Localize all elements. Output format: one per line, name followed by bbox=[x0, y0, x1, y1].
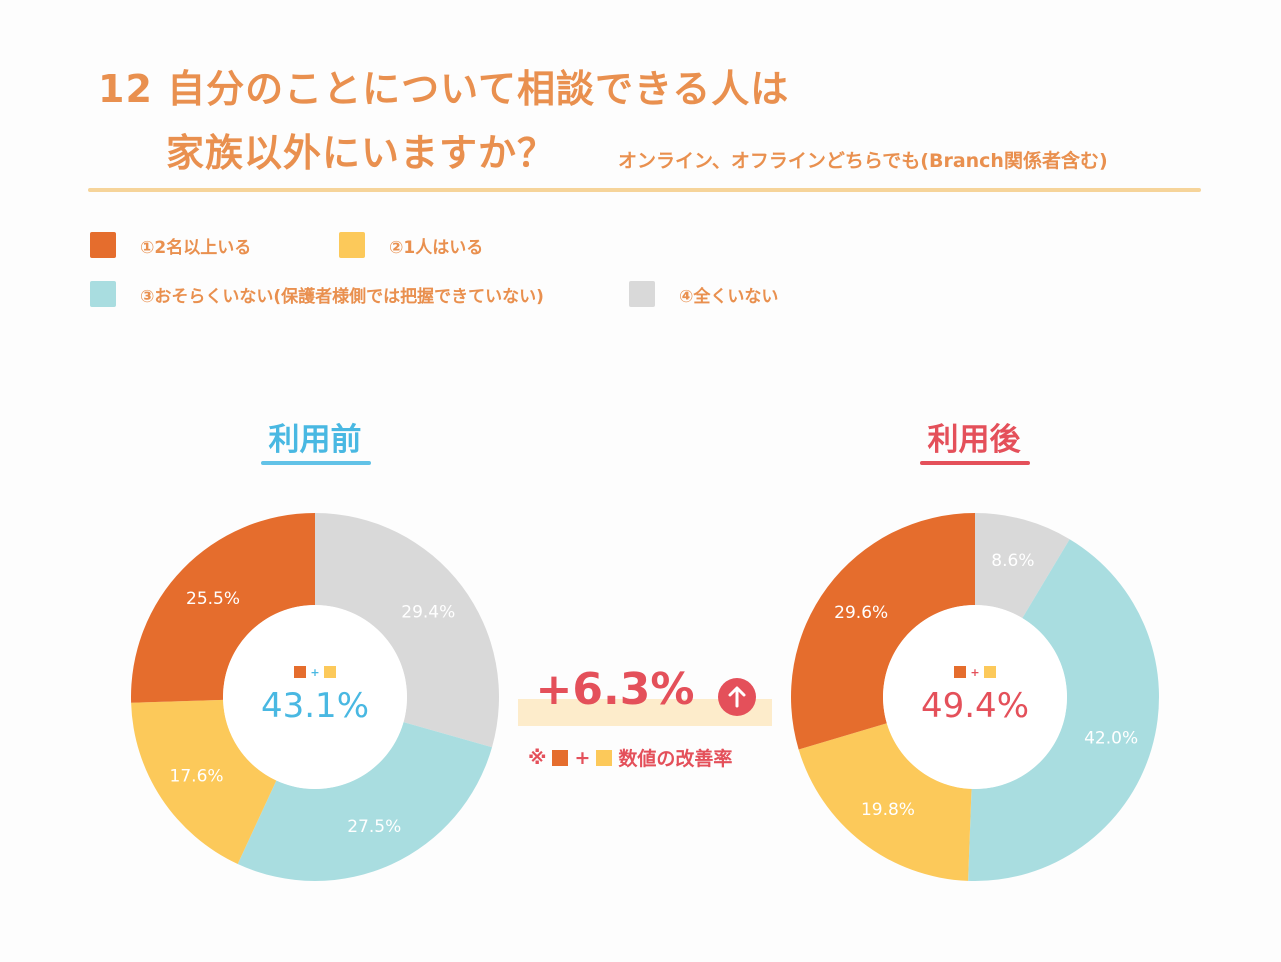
before-data-label-probably-none: 27.5% bbox=[347, 817, 401, 837]
after-slice-one bbox=[798, 723, 972, 881]
after-slice-probably-none bbox=[968, 539, 1159, 881]
legend-swatch-yellow bbox=[339, 232, 365, 258]
before-slice-two-or-more bbox=[131, 513, 315, 703]
after-data-label-two-or-more: 29.6% bbox=[834, 603, 888, 623]
after-slice-two-or-more bbox=[791, 513, 975, 750]
yellow-square-icon bbox=[596, 749, 613, 766]
before-slice-probably-none bbox=[237, 722, 493, 881]
donut-chart-before: 29.4% 27.5% 17.6% 25.5% bbox=[131, 513, 499, 881]
donut-chart-after: 8.6% 42.0% 19.8% 29.6% bbox=[791, 513, 1159, 881]
center-key: + bbox=[225, 664, 405, 680]
yellow-square-icon bbox=[323, 666, 336, 678]
before-panel-title: 利用前 bbox=[268, 422, 362, 458]
after-donut-hole bbox=[883, 605, 1067, 789]
after-data-label-one: 19.8% bbox=[861, 800, 915, 820]
header-divider bbox=[88, 188, 1201, 192]
after-title-underline bbox=[920, 461, 1030, 465]
page-title-line-2: 家族以外にいますか？ bbox=[166, 131, 557, 175]
legend-item-one: ②1人はいる bbox=[339, 232, 483, 258]
legend-label: ③おそらくいない(保護者様側では把握できていない) bbox=[140, 286, 544, 307]
after-panel-title: 利用後 bbox=[927, 422, 1021, 458]
before-data-label-one: 17.6% bbox=[170, 766, 224, 786]
legend-label: ②1人はいる bbox=[389, 237, 484, 258]
center-key: + bbox=[885, 664, 1065, 680]
orange-square-icon bbox=[294, 666, 307, 678]
before-title-underline bbox=[261, 461, 371, 465]
note-prefix: ※ bbox=[528, 746, 547, 769]
yellow-square-icon bbox=[983, 666, 996, 678]
before-data-label-two-or-more: 25.5% bbox=[186, 589, 240, 609]
note-plus: + bbox=[574, 746, 591, 769]
after-data-label-probably-none: 42.0% bbox=[1084, 728, 1138, 748]
before-center-value: 43.1% bbox=[260, 686, 369, 726]
before-donut-hole bbox=[223, 605, 407, 789]
legend-swatch-teal bbox=[90, 281, 116, 307]
arrow-up-icon bbox=[718, 678, 756, 716]
page-title-line-1: 12 自分のことについて相談できる人は bbox=[98, 67, 790, 111]
legend-item-probably-none: ③おそらくいない(保護者様側では把握できていない) bbox=[90, 281, 544, 307]
plus-sign: + bbox=[310, 665, 320, 679]
after-center-label: + 49.4% bbox=[885, 664, 1065, 727]
note-text: 数値の改善率 bbox=[618, 748, 733, 770]
legend-item-two-or-more: ①2名以上いる bbox=[90, 232, 251, 258]
plus-sign: + bbox=[970, 665, 980, 679]
orange-square-icon bbox=[552, 749, 569, 766]
legend-item-none: ④全くいない bbox=[629, 281, 778, 307]
before-slice-none bbox=[315, 513, 499, 748]
before-slice-one bbox=[131, 699, 277, 864]
page-subtitle: オンライン、オフラインどちらでも(Branch関係者含む) bbox=[618, 150, 1108, 172]
after-slice-none bbox=[975, 513, 1070, 619]
improvement-note: ※ + 数値の改善率 bbox=[528, 744, 732, 771]
legend-swatch-gray bbox=[629, 281, 655, 307]
after-data-label-none: 8.6% bbox=[991, 551, 1034, 571]
legend-label: ①2名以上いる bbox=[140, 237, 252, 258]
improvement-value: +6.3% bbox=[535, 664, 695, 715]
before-center-label: + 43.1% bbox=[225, 664, 405, 727]
after-center-value: 49.4% bbox=[920, 686, 1029, 726]
legend-swatch-orange bbox=[90, 232, 116, 258]
orange-square-icon bbox=[954, 666, 967, 678]
legend-label: ④全くいない bbox=[679, 286, 779, 307]
before-data-label-none: 29.4% bbox=[401, 602, 455, 622]
